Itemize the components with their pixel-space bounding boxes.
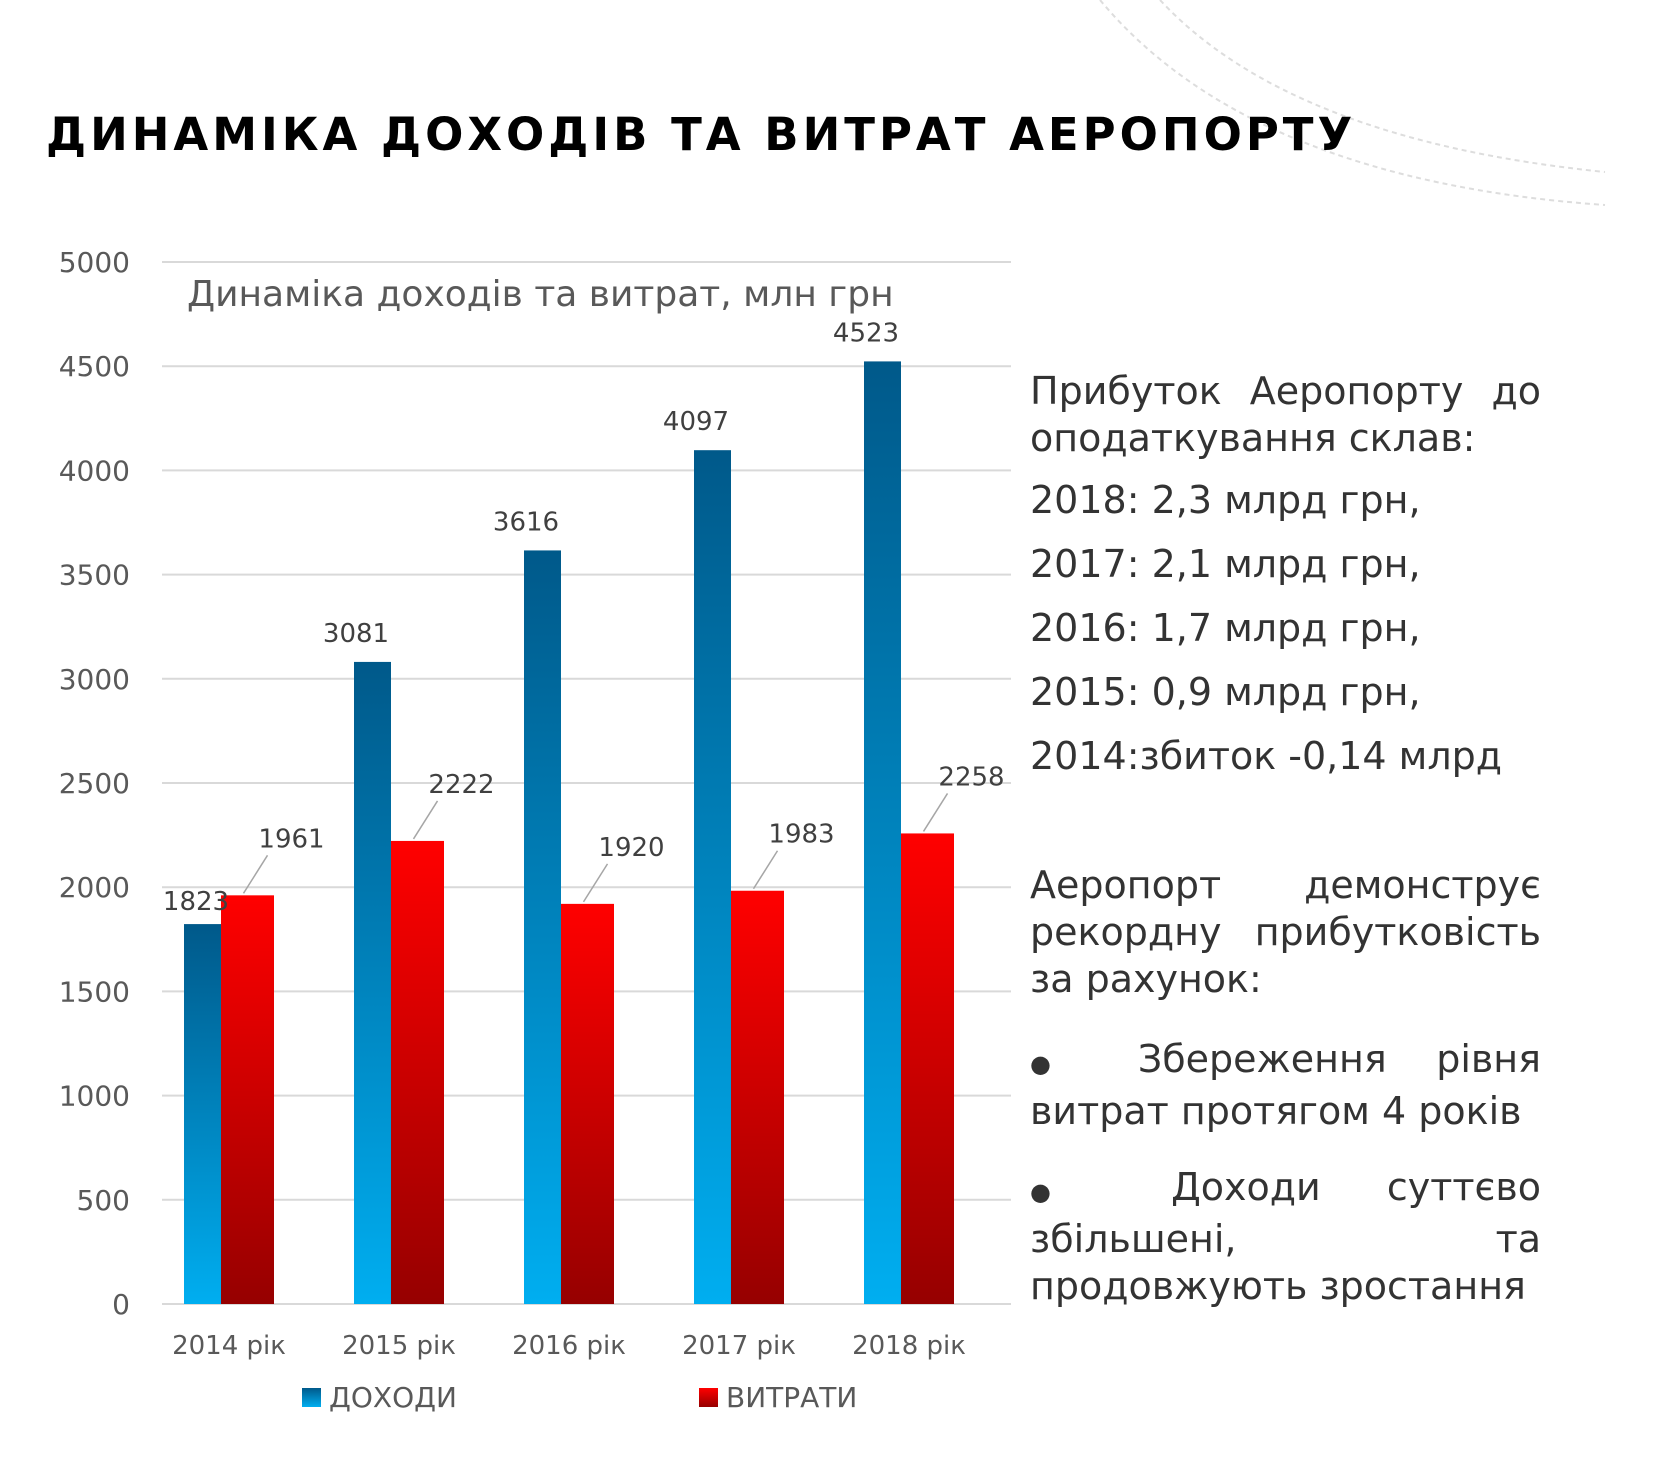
bar-income (864, 361, 901, 1304)
y-tick-label: 1000 (59, 1080, 130, 1113)
record-text: Аеропорт демонструє рекордну прибутковіс… (1030, 863, 1541, 1001)
y-tick-label: 5000 (59, 246, 130, 279)
y-tick-label: 2000 (59, 871, 130, 904)
bullet-text: Збереження рівня витрат протягом 4 років (1030, 1037, 1541, 1133)
y-tick-label: 4000 (59, 454, 130, 487)
legend-label: ВИТРАТИ (726, 1381, 857, 1414)
data-label-expenses: 1961 (258, 824, 324, 854)
legend-swatch (699, 1388, 718, 1407)
bar-chart: 0 500 1000 1500 2000 2500 3000 3500 4000 4500 5000… (59, 246, 1011, 1414)
profit-line: 2016: 1,7 млрд грн, (1030, 606, 1421, 650)
profit-line: 2014:збиток -0,14 млрд (1030, 734, 1503, 778)
leader-line (582, 863, 609, 903)
y-tick-label: 4500 (59, 350, 130, 383)
leader-line (752, 850, 779, 890)
leader-line (922, 793, 949, 832)
x-tick-label: 2015 рік (342, 1331, 456, 1361)
leader-line (242, 854, 269, 894)
bullet-icon: ● (1030, 1178, 1105, 1206)
data-label-income: 1823 (163, 887, 229, 917)
bullet-icon: ● (1030, 1050, 1089, 1078)
bar-expenses (561, 903, 614, 1304)
y-tick-label: 3000 (59, 663, 130, 696)
profit-line: 2018: 2,3 млрд грн, (1030, 478, 1421, 522)
bar-expenses (731, 890, 784, 1304)
data-label-income: 4097 (663, 407, 729, 437)
data-label-income: 4523 (833, 318, 899, 348)
data-label-expenses: 2258 (938, 762, 1004, 792)
data-label-expenses: 1983 (768, 820, 834, 850)
profit-line: 2017: 2,1 млрд грн, (1030, 542, 1421, 586)
x-tick-label: 2017 рік (682, 1331, 796, 1361)
profit-line: 2015: 0,9 млрд грн, (1030, 670, 1421, 714)
y-tick-label: 500 (77, 1184, 130, 1217)
y-tick-label: 3500 (59, 559, 130, 592)
bar-income (524, 550, 561, 1304)
y-tick-label: 2500 (59, 767, 130, 800)
bar-income (184, 924, 221, 1304)
x-tick-label: 2014 рік (172, 1331, 286, 1361)
bar-income (354, 661, 391, 1304)
bullet-item: ● Доходи суттєво збільшені, та продовжую… (1030, 1164, 1541, 1310)
bar-income (694, 450, 731, 1305)
profit-heading: Прибуток Аеропорту до оподаткування скла… (1030, 369, 1541, 460)
y-tick-label: 1500 (59, 975, 130, 1008)
x-tick-label: 2016 рік (512, 1331, 626, 1361)
bar-expenses (901, 833, 954, 1304)
x-tick-label: 2018 рік (852, 1331, 966, 1361)
legend-label: ДОХОДИ (329, 1381, 457, 1414)
data-label-expenses: 1920 (598, 833, 664, 863)
data-label-income: 3081 (323, 619, 389, 649)
chart-title: Динаміка доходів та витрат, млн грн (187, 274, 894, 315)
leader-line (412, 800, 439, 840)
bar-expenses (391, 840, 444, 1304)
bar-expenses (221, 895, 274, 1304)
data-label-income: 3616 (493, 507, 559, 537)
bullet-item: ● Збереження рівня витрат протягом 4 рок… (1030, 1036, 1541, 1135)
data-label-expenses: 2222 (428, 770, 494, 800)
page-title: ДИНАМІКА ДОХОДІВ ТА ВИТРАТ АЕРОПОРТУ (46, 108, 1357, 161)
bullet-text: Доходи суттєво збільшені, та продовжують… (1030, 1165, 1541, 1308)
legend-swatch (302, 1388, 321, 1407)
y-tick-label: 0 (112, 1288, 130, 1321)
